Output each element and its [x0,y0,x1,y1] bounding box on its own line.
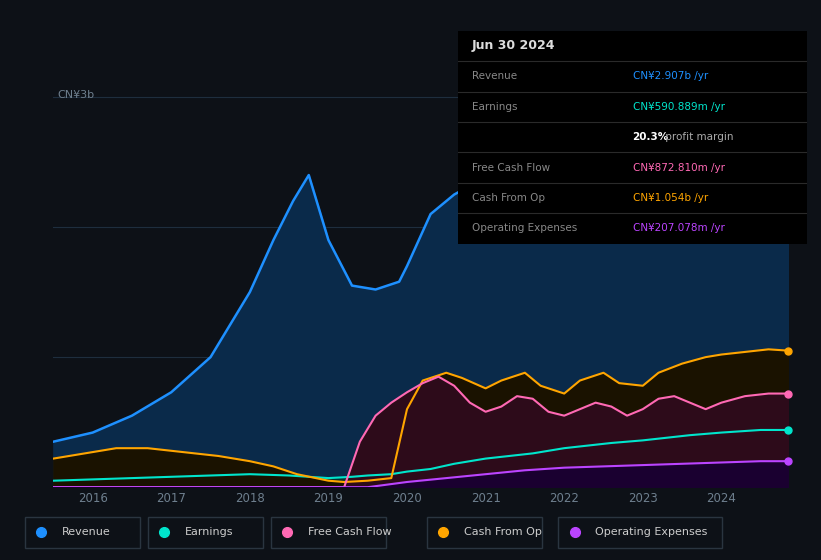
Text: Cash From Op: Cash From Op [464,528,542,537]
Text: Earnings: Earnings [472,102,517,112]
Text: CN¥872.810m /yr: CN¥872.810m /yr [633,162,725,172]
Bar [25,517,140,548]
Text: Free Cash Flow: Free Cash Flow [308,528,392,537]
Text: 20.3%: 20.3% [633,132,669,142]
Text: CN¥207.078m /yr: CN¥207.078m /yr [633,223,724,234]
Text: CN¥1.054b /yr: CN¥1.054b /yr [633,193,708,203]
Bar [427,517,542,548]
Text: Cash From Op: Cash From Op [472,193,545,203]
Text: CN¥590.889m /yr: CN¥590.889m /yr [633,102,725,112]
Text: Revenue: Revenue [62,528,110,537]
Text: Jun 30 2024: Jun 30 2024 [472,40,556,53]
Bar [271,517,386,548]
Text: CN¥3b: CN¥3b [57,90,94,100]
Text: Free Cash Flow: Free Cash Flow [472,162,550,172]
Text: Earnings: Earnings [185,528,233,537]
Text: Operating Expenses: Operating Expenses [595,528,708,537]
Bar [148,517,263,548]
Text: CN¥2.907b /yr: CN¥2.907b /yr [633,72,708,81]
Bar [558,517,722,548]
Text: profit margin: profit margin [663,132,734,142]
Text: Operating Expenses: Operating Expenses [472,223,577,234]
Text: CN¥0: CN¥0 [57,467,87,477]
Text: Revenue: Revenue [472,72,517,81]
